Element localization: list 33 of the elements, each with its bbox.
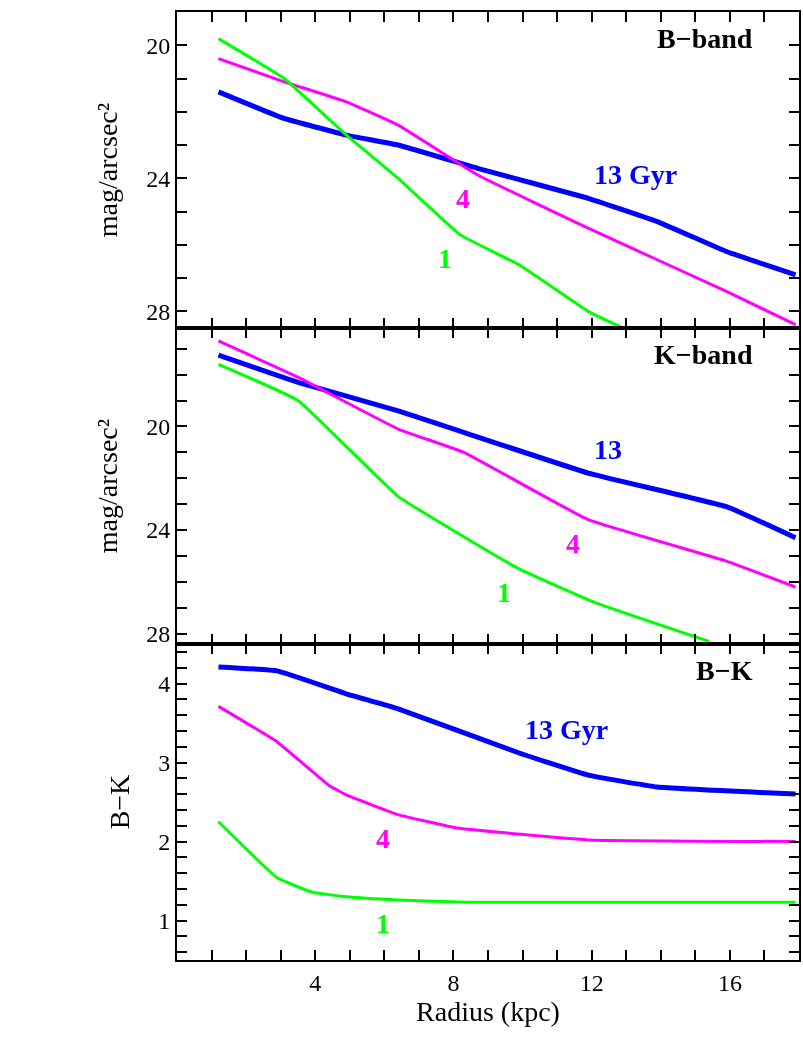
x-axis-title: Radius (kpc) [416,995,560,1027]
y-tick-label: 20 [146,413,171,440]
x-tick-label: 16 [717,969,742,996]
y-axis-title: mag/arcsec² [92,102,124,238]
chart-title: B−band [657,23,753,54]
y-tick-label: 24 [146,165,171,192]
y-tick-label: 20 [146,32,171,59]
series-label: 13 Gyr [525,714,609,745]
line-series [216,57,798,327]
series-label: 4 [376,823,390,854]
y-tick-label: 28 [146,621,171,648]
line-series [216,362,711,643]
chart-title: B−K [696,655,753,686]
y-tick-label: 2 [158,828,171,855]
y-tick-label: 28 [146,298,171,325]
y-tick-label: 4 [158,670,171,697]
y-tick-label: 1 [158,907,171,934]
y-tick-label: 3 [158,749,171,776]
series-label: 4 [566,528,580,559]
series-label: 1 [438,243,452,274]
series-label: 1 [497,577,511,608]
x-tick-label: 12 [579,969,604,996]
series-label: 4 [456,183,470,214]
series-label: 1 [376,908,390,939]
x-tick-label: 8 [447,969,460,996]
series-label: 13 [594,434,622,465]
y-axis-title: mag/arcsec² [92,418,124,554]
line-series [216,820,798,904]
chart-title: K−band [654,339,753,370]
x-tick-label: 4 [309,969,322,996]
y-tick-label: 24 [146,517,171,544]
y-axis-title: B−K [104,774,136,830]
series-label: 13 Gyr [594,159,678,190]
